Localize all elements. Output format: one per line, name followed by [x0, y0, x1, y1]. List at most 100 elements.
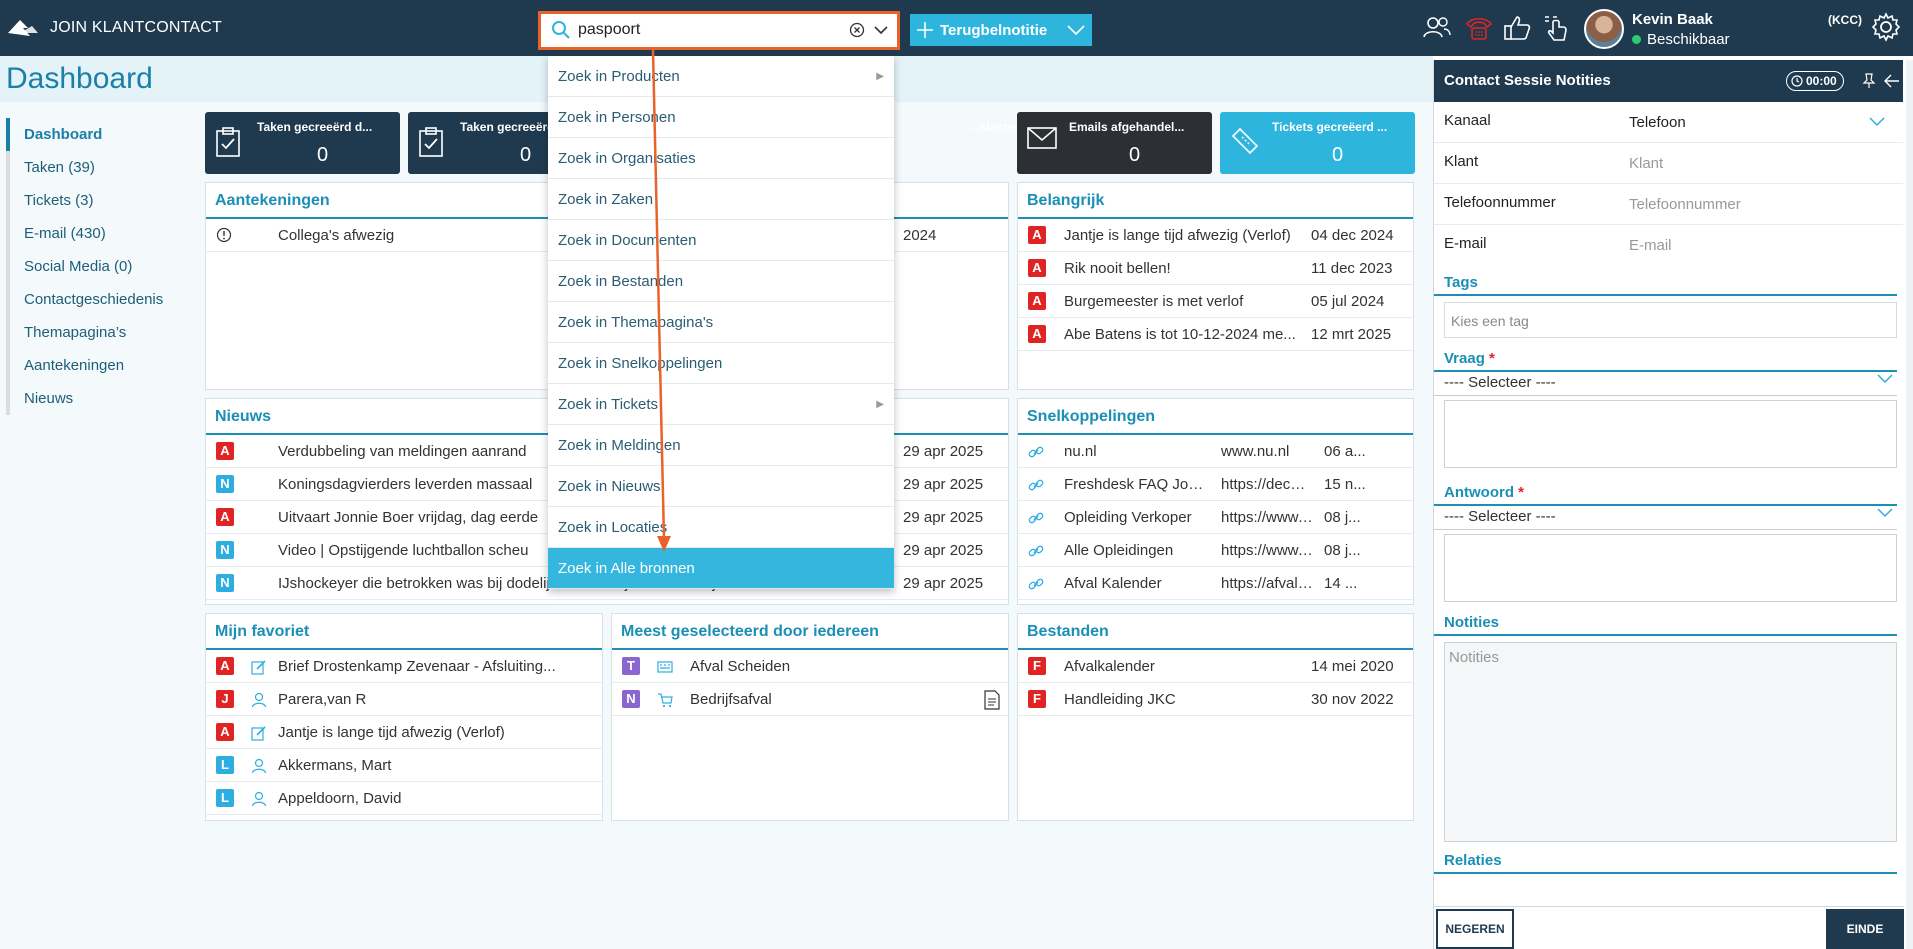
- vraag-select[interactable]: ---- Selecteer ----: [1434, 372, 1897, 396]
- shortcut-url[interactable]: https://www....: [1221, 542, 1313, 559]
- terugbelnotitie-button[interactable]: Terugbelnotitie: [910, 14, 1092, 46]
- search-input[interactable]: [578, 18, 848, 42]
- dropdown-item-meldingen[interactable]: Zoek in Meldingen: [548, 425, 894, 466]
- list-item[interactable]: F Handleiding JKC 30 nov 2022: [1018, 683, 1413, 716]
- global-search[interactable]: [538, 11, 900, 50]
- sidebar-item-social-media[interactable]: Social Media (0): [24, 258, 133, 275]
- sidebar-item-aantekeningen[interactable]: Aantekeningen: [24, 357, 125, 374]
- tags-input[interactable]: Kies een tag: [1444, 302, 1897, 338]
- chevron-down-icon[interactable]: [1869, 117, 1885, 127]
- list-item[interactable]: F Afvalkalender 14 mei 2020: [1018, 650, 1413, 683]
- gear-icon[interactable]: [1870, 11, 1902, 43]
- list-item[interactable]: Alle Opleidingen https://www.... 08 j...: [1018, 534, 1413, 567]
- user-status[interactable]: Beschikbaar: [1632, 31, 1730, 48]
- list-item[interactable]: N Bedrijfsafval: [612, 683, 1008, 716]
- list-item[interactable]: A Jantje is lange tijd afwezig (Verlof): [206, 716, 602, 749]
- sidebar-item-themapaginas[interactable]: Themapagina’s: [24, 324, 127, 341]
- list-item[interactable]: Freshdesk FAQ Joi... https://decos... 15 n…: [1018, 468, 1413, 501]
- clear-search-icon[interactable]: [849, 22, 865, 38]
- sidebar-item-tickets[interactable]: Tickets (3): [24, 192, 94, 209]
- list-item[interactable]: Afval Kalender https://afvalk... 14 ...: [1018, 567, 1413, 600]
- dropdown-item-snelkoppelingen[interactable]: Zoek in Snelkoppelingen: [548, 343, 894, 384]
- antwoord-select[interactable]: ---- Selecteer ----: [1434, 506, 1897, 530]
- app-logo[interactable]: JOIN KLANTCONTACT: [6, 17, 222, 39]
- chevron-down-icon[interactable]: [1877, 508, 1893, 518]
- pin-icon[interactable]: [1862, 73, 1876, 89]
- chevron-down-icon[interactable]: [1877, 374, 1893, 384]
- list-item[interactable]: T Afval Scheiden: [612, 650, 1008, 683]
- shortcut-url[interactable]: https://afvalk...: [1221, 575, 1313, 592]
- field-telefoonnummer[interactable]: Telefoonnummer Telefoonnummer: [1434, 184, 1903, 225]
- dropdown-item-nieuws[interactable]: Zoek in Nieuws: [548, 466, 894, 507]
- dropdown-item-tickets[interactable]: Zoek in Tickets ▶: [548, 384, 894, 425]
- edit-icon: [251, 660, 266, 675]
- list-item[interactable]: J Parera,van R: [206, 683, 602, 716]
- collapse-arrow-icon[interactable]: [1884, 74, 1900, 88]
- scrollbar[interactable]: [1906, 60, 1913, 949]
- item-date: 29 apr 2025: [903, 542, 984, 559]
- list-item[interactable]: L Appeldoorn, David: [206, 782, 602, 815]
- shortcut-name: nu.nl: [1064, 443, 1097, 460]
- file-date: 30 nov 2022: [1311, 691, 1394, 708]
- list-item[interactable]: Opleiding Verkoper https://www.... 08 j...: [1018, 501, 1413, 534]
- sidebar-item-contactgeschiedenis[interactable]: Contactgeschiedenis: [24, 291, 164, 308]
- dropdown-item-bestanden[interactable]: Zoek in Bestanden: [548, 261, 894, 302]
- kanaal-select[interactable]: Telefoon: [1629, 114, 1686, 131]
- avatar[interactable]: [1584, 9, 1624, 49]
- users-icon[interactable]: [1422, 13, 1452, 41]
- negeren-button[interactable]: NEGEREN: [1436, 909, 1514, 949]
- dropdown-item-locaties[interactable]: Zoek in Locaties: [548, 507, 894, 548]
- dropdown-item-zaken[interactable]: Zoek in Zaken: [548, 179, 894, 220]
- field-kanaal[interactable]: Kanaal Telefoon: [1434, 102, 1903, 143]
- list-item[interactable]: A Rik nooit bellen! 11 dec 2023: [1018, 252, 1413, 285]
- field-label: Telefoonnummer: [1444, 194, 1556, 211]
- list-item[interactable]: nu.nl www.nu.nl 06 a...: [1018, 435, 1413, 468]
- document-icon[interactable]: [984, 690, 1000, 710]
- chevron-down-icon[interactable]: [873, 22, 889, 38]
- sidebar-item-dashboard[interactable]: Dashboard: [6, 118, 163, 151]
- antwoord-textarea[interactable]: [1444, 534, 1897, 602]
- field-klant[interactable]: Klant Klant: [1434, 143, 1903, 184]
- list-item[interactable]: A Brief Drostenkamp Zevenaar - Afsluiting…: [206, 650, 602, 683]
- shortcut-url[interactable]: www.nu.nl: [1221, 443, 1290, 460]
- list-item[interactable]: A Jantje is lange tijd afwezig (Verlof) 04…: [1018, 219, 1413, 252]
- dropdown-item-producten[interactable]: Zoek in Producten ▶: [548, 56, 894, 97]
- phone-icon[interactable]: [1464, 13, 1494, 43]
- terugbelnotitie-label: Terugbelnotitie: [940, 21, 1048, 39]
- chevron-down-icon[interactable]: [1066, 23, 1086, 37]
- dropdown-item-label: Zoek in Themapagina's: [558, 314, 714, 331]
- badge: A: [216, 723, 234, 741]
- tile-value: 0: [519, 144, 532, 166]
- shortcut-name: Opleiding Verkoper: [1064, 509, 1192, 526]
- telefoonnummer-input[interactable]: Telefoonnummer: [1629, 196, 1741, 213]
- dropdown-item-alle-bronnen[interactable]: Zoek in Alle bronnen: [548, 548, 894, 589]
- vraag-textarea[interactable]: [1444, 400, 1897, 468]
- sidebar-item-taken[interactable]: Taken (39): [24, 159, 95, 176]
- dropdown-item-themapaginas[interactable]: Zoek in Themapagina's: [548, 302, 894, 343]
- list-item[interactable]: A Burgemeester is met verlof 05 jul 2024: [1018, 285, 1413, 318]
- list-item[interactable]: A Abe Batens is tot 10-12-2024 me... 12 mr…: [1018, 318, 1413, 351]
- list-item[interactable]: N IJshockeyer die betrokken was bij dodel…: [206, 567, 1008, 600]
- dropdown-item-documenten[interactable]: Zoek in Documenten: [548, 220, 894, 261]
- tile-tickets-gecreeerd[interactable]: Tickets gecreëerd ... 0: [1220, 112, 1415, 174]
- sidebar-item-nieuws[interactable]: Nieuws: [24, 390, 74, 407]
- list-item[interactable]: L Akkermans, Mart: [206, 749, 602, 782]
- field-email[interactable]: E-mail E-mail: [1434, 225, 1903, 266]
- sidebar-item-email[interactable]: E-mail (430): [24, 225, 106, 242]
- email-field[interactable]: E-mail: [1629, 237, 1672, 254]
- tile-taken-gecreeerd[interactable]: Taken gecreeërd d... 0: [205, 112, 400, 174]
- top-bar: JOIN KLANTCONTACT Terugbelnotitie Kevin …: [0, 0, 1913, 56]
- dropdown-item-personen[interactable]: Zoek in Personen: [548, 97, 894, 138]
- dropdown-item-organisaties[interactable]: Zoek in Organisaties: [548, 138, 894, 179]
- badge: N: [216, 475, 234, 493]
- thumbs-up-icon[interactable]: [1502, 13, 1532, 43]
- item-text: Appeldoorn, David: [278, 790, 402, 807]
- notities-textarea[interactable]: Notities: [1444, 642, 1897, 842]
- shortcut-url[interactable]: https://decos...: [1221, 476, 1313, 493]
- einde-button[interactable]: EINDE: [1826, 909, 1904, 949]
- session-footer: NEGEREN EINDE: [1434, 906, 1904, 949]
- tile-emails-afgehandeld[interactable]: Emails afgehandel... 0: [1017, 112, 1212, 174]
- klant-input[interactable]: Klant: [1629, 155, 1664, 172]
- shortcut-url[interactable]: https://www....: [1221, 509, 1313, 526]
- touch-icon[interactable]: [1541, 13, 1571, 43]
